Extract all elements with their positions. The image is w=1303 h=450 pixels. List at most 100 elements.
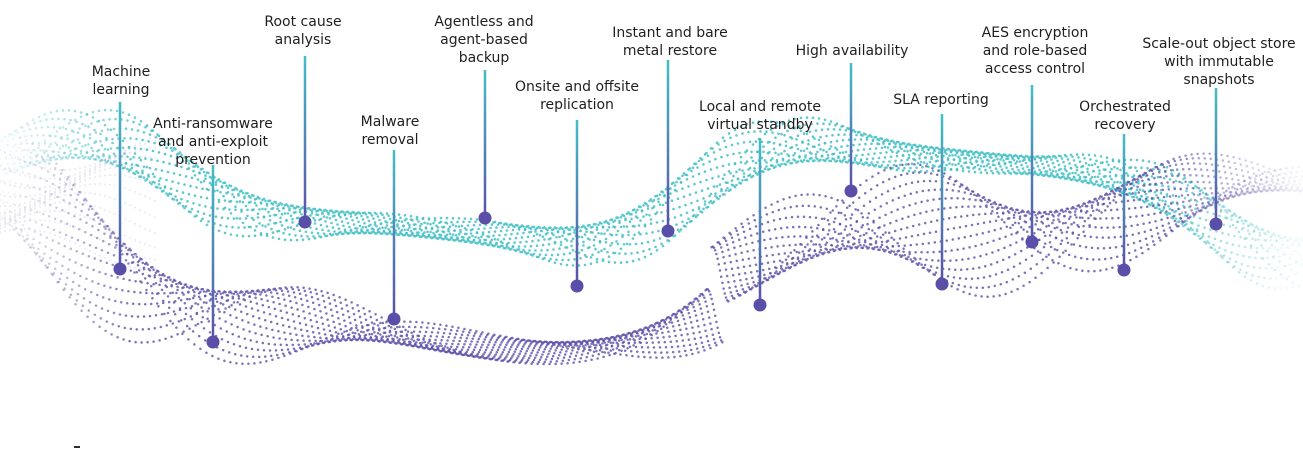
wave-dot: [1088, 154, 1091, 157]
wave-dot: [902, 169, 905, 172]
wave-dot: [547, 353, 550, 356]
wave-dot: [1280, 246, 1283, 249]
wave-dot: [527, 252, 530, 255]
wave-dot: [1167, 185, 1170, 188]
wave-dot: [518, 362, 521, 365]
wave-dot: [442, 336, 445, 339]
wave-dot: [14, 143, 17, 146]
wave-dot: [756, 270, 759, 273]
wave-dot: [752, 143, 755, 146]
wave-dot: [340, 301, 343, 304]
wave-dot: [516, 346, 519, 349]
wave-dot: [2, 139, 5, 142]
wave-dot: [936, 155, 939, 158]
wave-dot: [380, 223, 383, 226]
wave-dot: [800, 194, 803, 197]
wave-dot: [398, 342, 401, 345]
wave-dot: [774, 165, 777, 168]
wave-dot: [703, 324, 706, 327]
wave-dot: [727, 249, 730, 252]
wave-dot: [255, 204, 258, 207]
wave-dot: [715, 344, 718, 347]
wave-dot: [107, 148, 110, 151]
wave-dot: [434, 339, 437, 342]
wave-dot: [681, 221, 684, 224]
wave-dot: [330, 308, 333, 311]
wave-dot: [328, 297, 331, 300]
wave-dot: [1194, 208, 1197, 211]
wave-dot: [845, 218, 848, 221]
wave-dot: [23, 165, 26, 168]
wave-dot: [1025, 162, 1028, 165]
wave-dot: [220, 327, 223, 330]
wave-dot: [366, 229, 369, 232]
wave-dot: [335, 305, 338, 308]
wave-dot: [550, 360, 553, 363]
wave-dot: [830, 145, 833, 148]
wave-dot: [794, 244, 797, 247]
wave-dot: [827, 154, 830, 157]
wave-dot: [110, 109, 113, 112]
wave-dot: [404, 229, 407, 232]
wave-dot: [139, 291, 142, 294]
wave-dot: [503, 348, 506, 351]
wave-dot: [328, 324, 331, 327]
wave-dot: [41, 167, 44, 170]
wave-dot: [200, 220, 203, 223]
wave-dot: [173, 172, 176, 175]
wave-dot: [762, 145, 765, 148]
wave-dot: [618, 252, 621, 255]
wave-dot: [122, 140, 125, 143]
wave-dot: [602, 340, 605, 343]
wave-dot: [435, 224, 438, 227]
wave-dot: [681, 174, 684, 177]
wave-dot: [998, 163, 1001, 166]
wave-dot: [379, 322, 382, 325]
wave-dot: [172, 322, 175, 325]
wave-dot: [299, 211, 302, 214]
wave-dot: [1299, 253, 1302, 256]
wave-dot: [413, 223, 416, 226]
wave-dot: [251, 307, 254, 310]
wave-dot: [15, 150, 18, 153]
wave-dot: [657, 198, 660, 201]
wave-dot: [755, 225, 758, 228]
wave-dot: [2, 201, 5, 204]
wave-dot: [587, 247, 590, 250]
wave-dot: [385, 335, 388, 338]
wave-dot: [99, 133, 102, 136]
wave-dot: [1296, 239, 1299, 242]
wave-dot: [532, 349, 535, 352]
wave-dot: [550, 347, 553, 350]
wave-dot: [468, 221, 471, 224]
wave-dot: [288, 326, 291, 329]
wave-dot: [652, 329, 655, 332]
wave-dot: [556, 347, 559, 350]
wave-dot: [78, 285, 81, 288]
wave-dot: [407, 337, 410, 340]
wave-dot: [396, 223, 399, 226]
wave-dot: [308, 340, 311, 343]
wave-dot: [980, 165, 983, 168]
wave-dot: [619, 353, 622, 356]
wave-dot: [428, 234, 431, 237]
wave-dot: [125, 314, 128, 317]
wave-dot: [825, 135, 828, 138]
wave-dot: [373, 323, 376, 326]
wave-dot: [1148, 160, 1151, 163]
wave-dot: [105, 137, 108, 140]
wave-dot: [84, 288, 87, 291]
wave-dot: [730, 291, 733, 294]
wave-dot: [126, 168, 129, 171]
wave-dot: [1053, 166, 1056, 169]
wave-dot: [6, 163, 9, 166]
wave-dot: [320, 340, 323, 343]
wave-dot: [60, 172, 63, 175]
wave-dot: [467, 224, 470, 227]
wave-dot: [648, 351, 651, 354]
wave-dot: [490, 338, 493, 341]
wave-dot: [43, 252, 46, 255]
wave-dot: [158, 180, 161, 183]
wave-dot: [140, 120, 143, 123]
wave-dot: [1269, 277, 1272, 280]
